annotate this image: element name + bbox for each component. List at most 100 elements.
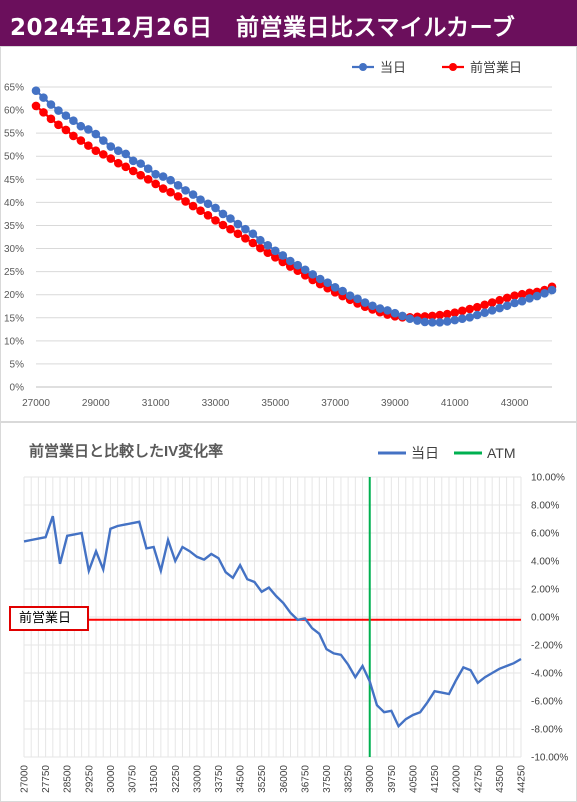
x-tick-label: 39750 — [387, 765, 398, 793]
data-point — [510, 291, 519, 300]
y-tick-label: 35% — [4, 221, 24, 232]
zero-line-label: 前営業日 — [9, 606, 89, 631]
data-point — [360, 298, 370, 307]
data-point — [472, 302, 482, 312]
data-point — [457, 306, 467, 316]
x-tick-label: 39000 — [381, 398, 409, 409]
x-tick-label: 35000 — [261, 398, 289, 409]
data-point — [502, 293, 512, 303]
data-point — [91, 129, 101, 139]
x-tick-label: 33000 — [192, 765, 203, 793]
data-point — [226, 224, 235, 234]
data-point — [166, 187, 175, 197]
data-point — [31, 101, 41, 111]
data-point — [76, 136, 86, 145]
data-point — [525, 294, 534, 303]
data-point — [69, 131, 78, 141]
data-point — [241, 234, 250, 243]
data-point — [196, 206, 205, 215]
y-tick-label: 10.00% — [531, 473, 565, 484]
data-point — [99, 136, 108, 145]
y-tick-label: 65% — [4, 83, 24, 94]
x-tick-label: 27000 — [20, 765, 31, 793]
data-point — [443, 317, 452, 326]
data-point — [353, 294, 362, 304]
series-line-change — [23, 515, 522, 729]
y-tick-label: 40% — [4, 198, 24, 209]
data-point — [487, 298, 497, 307]
data-point — [173, 192, 183, 201]
title-bar: 2024年12月26日 前営業日比スマイルカーブ — [0, 0, 577, 46]
x-tick-label: 33750 — [214, 765, 225, 793]
data-point — [211, 216, 220, 225]
data-point — [285, 256, 295, 266]
data-point — [495, 303, 504, 313]
smile-curve-panel — [0, 46, 577, 422]
data-point — [256, 235, 265, 245]
iv-change-chart: 前営業日と比較したIV変化率 -10.00% -8.00% -6.00% -4.00% -… — [20, 442, 569, 793]
legend-label: 当日 — [411, 445, 439, 461]
y-tick-label: -6.00% — [531, 697, 563, 708]
data-point — [338, 286, 347, 296]
data-point — [173, 181, 183, 190]
y-tick-label: 30% — [4, 244, 24, 255]
data-point — [203, 199, 213, 209]
x-tick-label: 41250 — [430, 765, 441, 793]
data-point — [293, 260, 303, 270]
data-point — [166, 175, 175, 185]
x-tick-label: 32250 — [171, 765, 182, 793]
data-point — [188, 190, 198, 199]
data-point — [465, 304, 475, 314]
legend-label: 前営業日 — [470, 60, 522, 75]
data-point — [308, 270, 317, 279]
data-point — [69, 116, 78, 125]
data-point — [472, 310, 482, 320]
x-tick-label: 30750 — [128, 765, 139, 793]
data-point — [435, 310, 445, 320]
data-point — [480, 300, 489, 310]
data-point — [136, 159, 145, 168]
x-tick-label: 27750 — [41, 765, 52, 793]
data-point — [84, 125, 93, 134]
data-point — [547, 285, 557, 295]
y-tick-label: 5% — [10, 359, 25, 370]
y-tick-label: 8.00% — [531, 501, 559, 512]
data-point — [398, 311, 407, 321]
x-tick-label: 36000 — [279, 765, 290, 793]
data-point — [487, 306, 497, 315]
x-tick-label: 29250 — [84, 765, 95, 793]
data-point — [248, 229, 258, 239]
x-tick-label: 31500 — [149, 765, 160, 793]
x-tick-label: 39000 — [365, 765, 376, 793]
data-point — [99, 150, 108, 159]
series-line-today — [35, 89, 553, 324]
y-tick-label: -10.00% — [531, 753, 568, 764]
y-tick-label: 10% — [4, 336, 24, 347]
y-tick-label: 45% — [4, 175, 24, 186]
data-point — [76, 121, 86, 131]
data-point — [61, 111, 71, 120]
data-point — [39, 93, 48, 102]
data-point — [443, 309, 452, 319]
data-point — [39, 108, 48, 117]
data-point — [113, 158, 123, 168]
data-point — [31, 86, 41, 95]
data-point — [278, 251, 288, 260]
data-point — [218, 209, 228, 219]
legend-marker — [449, 63, 457, 71]
data-point — [46, 114, 56, 124]
x-tick-label: 34500 — [236, 765, 247, 793]
data-point — [54, 120, 63, 130]
x-tick-label: 42000 — [452, 765, 463, 793]
y-tick-label: -2.00% — [531, 641, 563, 652]
x-tick-label: 37000 — [321, 398, 349, 409]
x-tick-label: 38250 — [344, 765, 355, 793]
data-point — [517, 296, 527, 306]
data-point — [121, 162, 131, 172]
y-tick-label: 6.00% — [531, 529, 559, 540]
x-tick-label: 43000 — [501, 398, 529, 409]
y-tick-label: 4.00% — [531, 557, 559, 568]
data-point — [480, 308, 489, 317]
data-point — [510, 298, 519, 308]
data-point — [54, 106, 63, 115]
